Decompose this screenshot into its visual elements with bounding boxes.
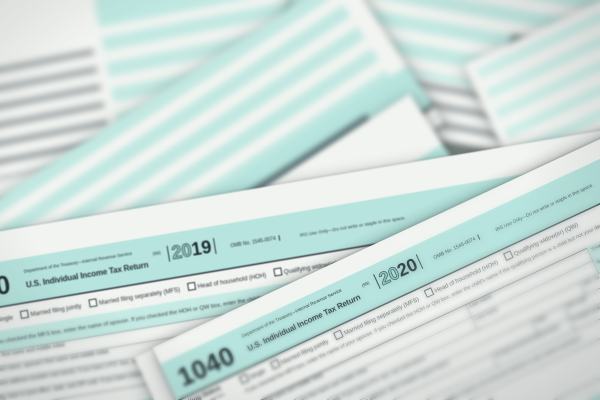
status-option-single: Single — [0, 313, 14, 324]
year-badge: 20 19 — [166, 236, 217, 264]
omb-number: OMB No. 1545-0074 — [429, 234, 481, 262]
form-99: (99) — [360, 280, 371, 289]
checkbox — [332, 329, 344, 340]
checkbox — [502, 250, 514, 261]
checkbox — [238, 373, 250, 384]
form-number: 1040 — [0, 269, 13, 309]
checkbox — [423, 287, 435, 298]
form-99: (99) — [152, 250, 162, 257]
checkbox — [19, 309, 30, 319]
year-suffix: 19 — [189, 236, 213, 260]
year-prefix: 20 — [170, 239, 194, 264]
status-option-mfj: Married filing jointly — [19, 301, 82, 320]
checkbox — [187, 281, 197, 291]
checkbox — [88, 298, 98, 308]
checkbox — [273, 267, 283, 277]
year-badge: 20 20 — [373, 254, 424, 289]
omb-number: OMB No. 1545-0074 — [227, 235, 281, 250]
